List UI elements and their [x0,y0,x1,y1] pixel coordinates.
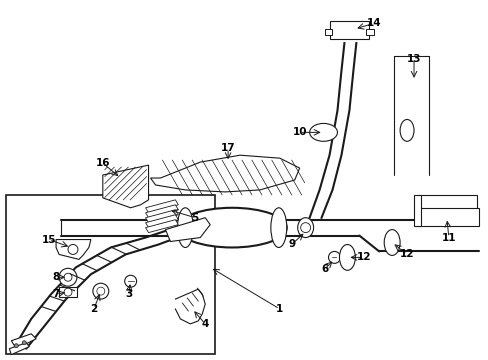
Text: 1: 1 [276,304,283,314]
Text: 12: 12 [399,249,413,260]
Ellipse shape [297,218,313,238]
Circle shape [328,251,340,264]
Polygon shape [366,29,373,35]
Polygon shape [413,195,420,226]
Ellipse shape [177,208,193,247]
Circle shape [59,268,77,286]
Ellipse shape [339,244,355,270]
Text: 12: 12 [356,252,371,262]
Polygon shape [145,200,178,213]
Text: 14: 14 [366,18,381,28]
Text: 17: 17 [220,143,235,153]
Polygon shape [145,220,178,233]
Polygon shape [416,208,478,226]
Circle shape [14,344,18,348]
Circle shape [300,223,310,233]
Polygon shape [9,343,29,355]
Polygon shape [145,205,178,218]
Text: 5: 5 [191,213,199,223]
Text: 2: 2 [90,304,97,314]
Polygon shape [145,210,178,223]
Ellipse shape [270,208,286,247]
Polygon shape [56,239,91,260]
Text: 13: 13 [406,54,421,64]
Circle shape [64,273,72,281]
Bar [6,195,215,354]
Text: 11: 11 [441,233,455,243]
Text: 15: 15 [42,234,56,244]
Polygon shape [418,195,476,210]
Polygon shape [11,334,36,349]
Ellipse shape [177,208,286,247]
Ellipse shape [309,123,337,141]
Ellipse shape [384,230,399,255]
Polygon shape [329,21,368,39]
Polygon shape [324,29,332,35]
Polygon shape [150,155,299,192]
Text: 8: 8 [52,272,60,282]
Polygon shape [102,165,148,208]
Text: 3: 3 [125,289,132,299]
Circle shape [124,275,136,287]
Circle shape [68,244,78,255]
Circle shape [64,288,72,296]
Text: 16: 16 [95,158,110,168]
Circle shape [97,287,104,295]
Polygon shape [145,215,178,228]
Text: 9: 9 [287,239,295,249]
Circle shape [93,283,108,299]
Ellipse shape [399,120,413,141]
Polygon shape [165,218,210,242]
Text: 4: 4 [201,319,208,329]
Text: 7: 7 [52,289,60,299]
Polygon shape [59,287,77,297]
Text: 6: 6 [320,264,327,274]
Text: 10: 10 [292,127,306,138]
Circle shape [22,341,26,345]
